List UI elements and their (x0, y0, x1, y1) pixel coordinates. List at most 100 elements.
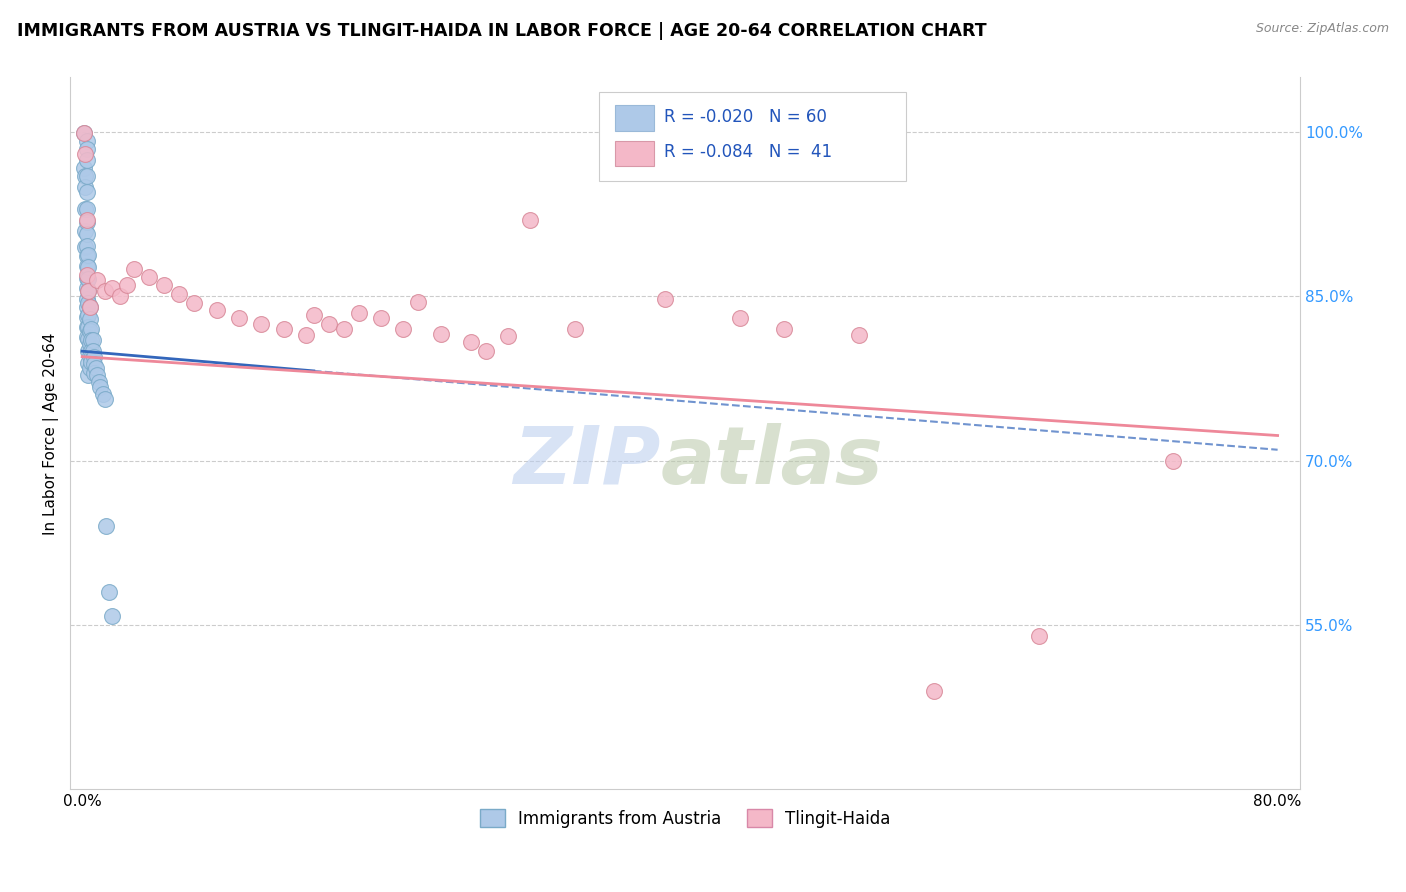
Point (76, 268, 98, 282)
Point (93, 392, 115, 407)
Text: R = -0.020   N = 60: R = -0.020 N = 60 (664, 108, 827, 126)
Point (183, 296, 205, 310)
Point (82, 344, 104, 359)
Point (76, 215, 98, 229)
Point (79, 360, 101, 375)
Point (564, 322, 586, 336)
Point (332, 322, 354, 336)
Point (77, 356, 100, 370)
Point (76, 186, 98, 200)
Point (138, 269, 160, 284)
Point (79, 312, 101, 326)
Point (73, 126, 96, 140)
Point (77, 308, 100, 322)
Point (86, 273, 108, 287)
Point (519, 212, 541, 227)
Point (75, 224, 97, 238)
Point (76, 239, 98, 253)
Point (77, 284, 100, 298)
Point (77, 296, 100, 310)
Point (76, 212, 98, 227)
Point (318, 317, 340, 331)
Point (77, 320, 100, 334)
Point (76, 134, 98, 148)
Point (76, 301, 98, 315)
Point (87, 375, 110, 389)
Point (101, 281, 124, 295)
Point (83, 366, 105, 380)
Point (76, 292, 98, 306)
Point (89, 380, 111, 394)
Point (76, 270, 98, 285)
Point (728, 311, 751, 326)
Point (76, 227, 98, 241)
Point (169, 287, 191, 301)
Point (77, 344, 100, 359)
Point (273, 322, 295, 336)
Point (76, 281, 98, 295)
Point (76, 259, 98, 273)
Point (430, 326, 453, 341)
Point (76, 202, 98, 216)
Point (474, 344, 496, 359)
Point (250, 317, 273, 331)
Point (76, 153, 98, 167)
Point (1161, 453, 1184, 467)
Point (77, 368, 100, 383)
Point (124, 262, 146, 277)
Point (75, 240, 97, 254)
Point (84, 360, 107, 375)
Text: R = -0.084   N =  41: R = -0.084 N = 41 (664, 144, 832, 161)
Point (848, 327, 870, 342)
Point (75, 147, 97, 161)
Point (77, 332, 100, 346)
Point (75, 202, 97, 216)
Point (77, 284, 100, 298)
Point (496, 329, 519, 343)
Point (79, 349, 101, 363)
Point (80, 344, 103, 359)
Point (75, 169, 97, 183)
Point (75, 180, 97, 194)
Point (228, 311, 250, 326)
Point (76, 310, 98, 325)
Point (392, 322, 415, 336)
Point (77, 272, 100, 286)
Point (79, 301, 101, 315)
Point (76, 169, 98, 183)
Legend: Immigrants from Austria, Tlingit-Haida: Immigrants from Austria, Tlingit-Haida (474, 803, 897, 834)
Point (460, 335, 482, 350)
Point (77, 248, 100, 262)
Point (80, 355, 103, 369)
Point (79, 325, 101, 339)
Point (76, 249, 98, 263)
Point (83, 350, 105, 364)
Point (79, 301, 101, 315)
Point (408, 294, 430, 309)
Point (79, 336, 101, 351)
Point (302, 308, 325, 322)
Point (922, 683, 945, 698)
Point (73, 126, 96, 140)
Text: IMMIGRANTS FROM AUSTRIA VS TLINGIT-HAIDA IN LABOR FORCE | AGE 20-64 CORRELATION : IMMIGRANTS FROM AUSTRIA VS TLINGIT-HAIDA… (17, 22, 987, 40)
Point (76, 320, 98, 334)
Text: Source: ZipAtlas.com: Source: ZipAtlas.com (1256, 22, 1389, 36)
Point (76, 142, 98, 156)
Point (77, 260, 100, 274)
Point (108, 289, 131, 303)
Point (82, 333, 104, 347)
Text: ZIP: ZIP (513, 423, 661, 500)
Point (370, 311, 392, 326)
Point (80, 333, 103, 347)
Point (80, 322, 103, 336)
Point (83, 357, 105, 371)
Text: atlas: atlas (661, 423, 883, 500)
Point (205, 302, 228, 317)
Point (86, 368, 108, 383)
Point (73, 161, 96, 176)
Point (347, 306, 370, 320)
FancyBboxPatch shape (614, 105, 654, 131)
Point (654, 292, 676, 306)
Point (153, 278, 176, 293)
Point (76, 330, 98, 344)
